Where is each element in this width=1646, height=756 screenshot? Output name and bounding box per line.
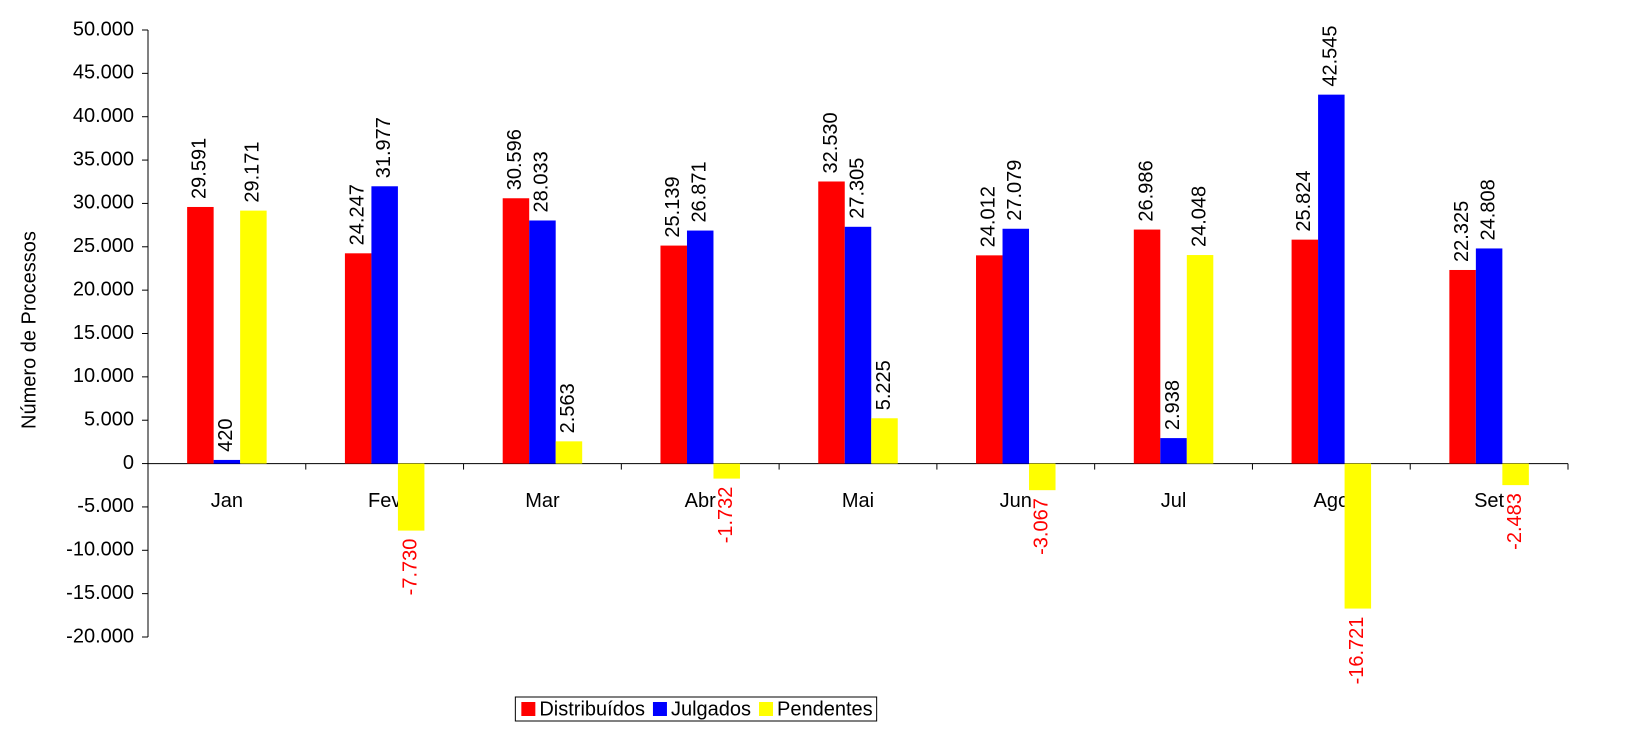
bar [1160, 438, 1187, 464]
y-tick-label: 30.000 [73, 192, 134, 214]
y-tick-label: -10.000 [66, 539, 134, 561]
bar [240, 210, 267, 464]
bar [1475, 248, 1503, 464]
value-label: 24.808 [1477, 179, 1499, 240]
x-tick-label: Ago [1314, 490, 1350, 512]
value-label: 42.545 [1320, 25, 1342, 86]
value-label: 5.225 [873, 360, 895, 410]
x-tick-label: Jan [211, 490, 243, 512]
y-tick-label: 25.000 [73, 235, 134, 257]
value-label: -1.732 [715, 487, 737, 544]
x-tick-label: Jul [1161, 490, 1187, 512]
x-tick-label: Mar [525, 490, 560, 512]
value-label: -3.067 [1031, 498, 1053, 555]
bar [1344, 463, 1372, 609]
bar [1133, 229, 1161, 464]
value-label: 22.325 [1451, 201, 1473, 262]
y-tick-label: 10.000 [73, 365, 134, 387]
bar [1318, 94, 1345, 464]
value-label: 29.171 [242, 141, 264, 202]
x-tick-label: Mai [842, 490, 874, 512]
value-label: 24.048 [1188, 186, 1210, 247]
bar [844, 226, 872, 464]
bar [1029, 463, 1056, 491]
value-label: 30.596 [504, 129, 526, 190]
legend-swatch [521, 702, 536, 716]
legend-label: Julgados [671, 698, 751, 720]
x-tick-label: Set [1474, 490, 1504, 512]
y-tick-label: -5.000 [77, 495, 134, 517]
bar [1291, 239, 1319, 464]
y-tick-label: 15.000 [73, 322, 134, 344]
bar [213, 459, 241, 464]
value-label: 25.139 [662, 176, 684, 237]
y-axis-title: Número de Processos [18, 231, 40, 429]
value-label: 27.305 [846, 158, 868, 219]
bar [1502, 463, 1529, 486]
x-tick-label: Jun [1000, 490, 1032, 512]
bar [976, 255, 1003, 464]
bar [344, 253, 372, 464]
bar [397, 463, 425, 531]
value-label: -7.730 [399, 539, 421, 596]
legend-label: Distribuídos [539, 698, 645, 720]
y-tick-label: 5.000 [84, 408, 134, 430]
value-label: 2.938 [1162, 380, 1184, 430]
y-tick-label: -20.000 [66, 625, 134, 647]
bar [371, 186, 398, 464]
bar [818, 181, 845, 464]
bar [529, 220, 556, 464]
bar [555, 441, 583, 464]
value-label: 25.824 [1293, 170, 1315, 231]
bar [1186, 255, 1214, 464]
value-label: 2.563 [557, 383, 579, 433]
value-label: -16.721 [1346, 617, 1368, 685]
y-tick-label: 40.000 [73, 105, 134, 127]
value-label: 31.977 [373, 117, 395, 178]
value-label: 26.986 [1135, 160, 1157, 221]
value-label: 32.530 [820, 112, 842, 173]
value-label: -2.483 [1504, 493, 1526, 550]
y-tick-label: 0 [123, 452, 134, 474]
bar [1002, 228, 1030, 464]
bar [660, 245, 687, 464]
legend-box [514, 696, 878, 722]
value-label: 26.871 [689, 161, 711, 222]
value-label: 29.591 [189, 138, 211, 199]
bar [686, 230, 714, 464]
y-tick-label: 35.000 [73, 148, 134, 170]
value-label: 420 [215, 419, 237, 452]
y-tick-label: 20.000 [73, 278, 134, 300]
legend-swatch [759, 702, 774, 716]
legend-swatch [652, 702, 667, 716]
bar [502, 198, 530, 464]
x-tick-label: Fev [368, 490, 401, 512]
legend-label: Pendentes [777, 698, 873, 720]
value-label: 24.247 [346, 184, 368, 245]
value-label: 27.079 [1004, 160, 1026, 221]
bar [1449, 269, 1476, 464]
y-tick-label: 50.000 [73, 18, 134, 40]
value-label: 28.033 [531, 151, 553, 212]
x-tick-label: Abr [685, 490, 716, 512]
bar [713, 463, 740, 479]
bar [187, 206, 214, 464]
value-label: 24.012 [978, 186, 1000, 247]
y-tick-label: -15.000 [66, 582, 134, 604]
bar [871, 418, 898, 464]
y-tick-label: 45.000 [73, 62, 134, 84]
